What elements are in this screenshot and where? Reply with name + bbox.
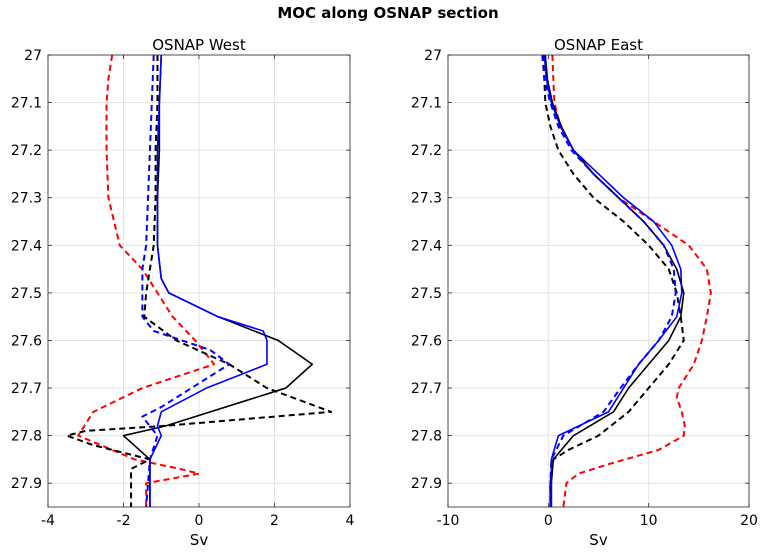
y-tick-label: 27.5 bbox=[11, 286, 42, 302]
y-tick-label: 27 bbox=[424, 48, 442, 64]
y-tick-label: 27.1 bbox=[411, 96, 442, 112]
x-tick-label: -2 bbox=[117, 513, 131, 529]
y-tick-label: 27.8 bbox=[411, 429, 442, 445]
y-tick-label: 27.7 bbox=[11, 381, 42, 397]
y-tick-label: 27.2 bbox=[411, 143, 442, 159]
y-tick-label: 27.6 bbox=[11, 333, 42, 349]
x-tick-label: -10 bbox=[437, 513, 460, 529]
x-tick-label: -4 bbox=[41, 513, 55, 529]
panel-osnap-west: -4 -2 0 2 4 27 27.1 27.2 27.3 27.4 27.5 27.6 27.7 27.… bbox=[11, 36, 355, 549]
series-line-red-dashed bbox=[77, 54, 216, 507]
y-tick-label: 27.9 bbox=[411, 476, 442, 492]
series-line-blue-solid bbox=[149, 54, 268, 507]
y-tick-label: 27.7 bbox=[411, 381, 442, 397]
x-tick-label: 0 bbox=[544, 513, 553, 529]
panel-osnap-east: -10 0 10 20 27 27.1 27.2 27.3 27.4 27.5 27.6 27.7 27… bbox=[411, 36, 758, 549]
series-line-blue-dashed bbox=[541, 54, 677, 507]
x-tick-label: 4 bbox=[346, 513, 355, 529]
y-tick-label: 27.4 bbox=[11, 238, 42, 254]
y-tick-label: 27.6 bbox=[411, 333, 442, 349]
y-tick-label: 27 bbox=[24, 48, 42, 64]
y-tick-label: 27.5 bbox=[411, 286, 442, 302]
figure-title: MOC along OSNAP section bbox=[277, 4, 498, 22]
series-line-black-dashed bbox=[542, 54, 685, 507]
x-axis-label: Sv bbox=[190, 531, 209, 549]
y-tick-label: 27.1 bbox=[11, 96, 42, 112]
x-axis-label: Sv bbox=[589, 531, 608, 549]
series-line-blue-dashed bbox=[141, 54, 231, 508]
y-tick-label: 27.3 bbox=[411, 191, 442, 207]
y-tick-label: 27.8 bbox=[11, 429, 42, 445]
axes-frame bbox=[447, 54, 750, 508]
x-tick-label: 10 bbox=[640, 513, 658, 529]
y-tick-label: 27.4 bbox=[411, 238, 442, 254]
y-tick-label: 27.3 bbox=[11, 191, 42, 207]
plot-area bbox=[448, 55, 749, 507]
x-tick-label: 2 bbox=[270, 513, 279, 529]
subplot-title: OSNAP East bbox=[554, 36, 643, 54]
x-tick-label: 20 bbox=[740, 513, 758, 529]
y-tick-label: 27.2 bbox=[11, 143, 42, 159]
subplot-title: OSNAP West bbox=[152, 36, 246, 54]
y-tick-label: 27.9 bbox=[11, 476, 42, 492]
series-line-blue-solid bbox=[543, 54, 683, 507]
x-tick-label: 0 bbox=[195, 513, 204, 529]
